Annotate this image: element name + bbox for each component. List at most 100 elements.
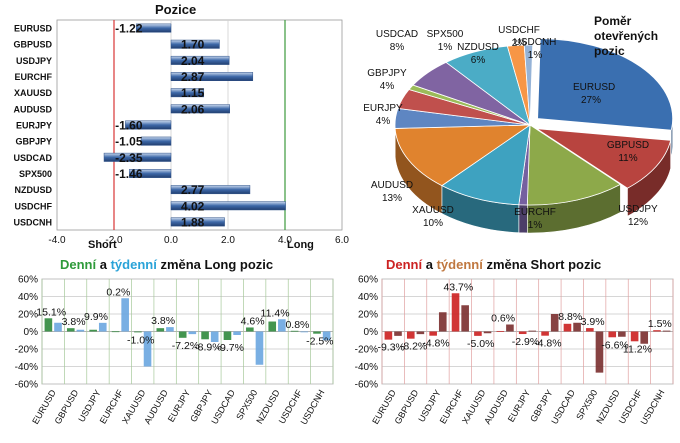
- positions-x-tick: -4.0: [48, 235, 66, 246]
- short-data-label: -6.6%: [601, 339, 628, 351]
- pie-title-line-3: pozic: [594, 44, 625, 58]
- short-weekly-bar-eurchf: [461, 305, 469, 332]
- pie-label-value: 13%: [382, 193, 402, 204]
- position-category-label: EURUSD: [14, 24, 53, 34]
- long-y-tick: -40%: [15, 362, 38, 373]
- short-weekly-bar-eurusd: [394, 331, 402, 336]
- short-weekly-bar-usdcad: [573, 322, 581, 332]
- long-daily-bar-audusd: [156, 328, 165, 332]
- short-daily-bar-spx500: [586, 328, 594, 332]
- position-value-label: -1.60: [115, 119, 143, 133]
- long-label: Long: [287, 239, 314, 251]
- short-change-chart: 60%40%20%0%-20%-40%-60%-9.3%EURUSD-8.2%G…: [355, 275, 674, 426]
- short-weekly-bar-xauusd: [483, 331, 492, 334]
- position-category-label: USDCHF: [15, 201, 53, 211]
- pie-title: Poměr otevřených pozic: [594, 14, 658, 59]
- long-daily-bar-gbpusd: [66, 328, 75, 332]
- long-weekly-bar-eurchf: [121, 298, 129, 332]
- positions-x-tick: 0.0: [164, 235, 178, 246]
- position-bar-nzdusd: [170, 185, 251, 195]
- long-data-label: 9.9%: [84, 311, 108, 323]
- pie-label-name: EURCHF: [514, 207, 556, 218]
- pie-label-name: AUDUSD: [371, 180, 413, 191]
- short-weekly-bar-usdcnh: [662, 330, 671, 332]
- long-weekly-bar-eurusd: [54, 322, 62, 332]
- pie-title-line-1: Poměr: [594, 14, 632, 28]
- long-title-part-4: změna Long pozic: [156, 257, 274, 272]
- pie-label-name: EURJPY: [363, 103, 403, 114]
- positions-title: Pozice: [155, 2, 197, 17]
- short-y-tick: 60%: [358, 275, 378, 286]
- pie-label-name: XAUUSD: [412, 205, 454, 216]
- pie-label-value: 4%: [376, 116, 391, 127]
- short-data-label: 3.9%: [581, 316, 605, 328]
- long-weekly-bar-audusd: [166, 327, 174, 332]
- long-data-label: 4.6%: [241, 315, 265, 327]
- long-data-label: -7.2%: [172, 340, 199, 352]
- position-category-label: EURCHF: [15, 72, 53, 82]
- long-weekly-bar-nzdusd: [278, 319, 286, 332]
- pie-label-value: 1%: [438, 42, 453, 53]
- long-weekly-bar-spx500: [255, 331, 264, 365]
- long-daily-bar-usdcad: [223, 331, 232, 340]
- short-data-label: 8.8%: [558, 311, 582, 323]
- position-bar-gbpusd: [170, 39, 220, 49]
- long-data-label: -1.0%: [127, 334, 154, 346]
- position-bar-spx500: [129, 169, 172, 178]
- short-data-label: 11.2%: [623, 343, 652, 355]
- pie-slice-gbpusd: [536, 128, 672, 189]
- position-value-label: 2.06: [181, 102, 205, 116]
- short-title-part-2: a: [422, 257, 437, 272]
- short-weekly-bar-usdjpy: [438, 312, 447, 332]
- positions-x-tick: 2.0: [221, 235, 235, 246]
- short-weekly-bar-gbpjpy: [550, 314, 559, 332]
- pie-label-value: 10%: [423, 218, 443, 229]
- long-weekly-bar-gbpusd: [76, 329, 85, 332]
- long-y-tick: 60%: [18, 275, 38, 286]
- position-bar-eurusd: [135, 23, 172, 33]
- pie-label-name: EURUSD: [573, 82, 615, 93]
- short-daily-bar-eurjpy: [518, 331, 527, 335]
- pie-label-name: USDCNH: [514, 37, 557, 48]
- long-weekly-bar-gbpjpy: [210, 331, 219, 342]
- short-y-tick: -60%: [355, 380, 378, 391]
- long-data-label: -2.5%: [306, 336, 333, 348]
- short-daily-bar-nzdusd: [608, 331, 617, 338]
- pie-label-name: GBPUSD: [607, 140, 649, 151]
- long-data-label: 3.8%: [151, 315, 175, 327]
- position-value-label: 1.70: [181, 38, 205, 52]
- long-title-part-1: Denní: [60, 257, 97, 272]
- pie-label-value: 2%: [512, 38, 527, 49]
- short-weekly-bar-eurjpy: [528, 330, 537, 332]
- open-positions-pie: EURUSD 27% GBPUSD 11% USDJPY 12% EURCHF 1% XAUUS…: [363, 25, 674, 234]
- long-daily-bar-usdchf: [290, 330, 299, 332]
- long-y-tick: 40%: [18, 292, 38, 303]
- position-value-label: 1.88: [181, 215, 205, 229]
- short-data-label: -5.0%: [467, 338, 494, 350]
- long-change-title: Denní a týdenní změna Long pozic: [60, 257, 273, 272]
- positions-chart: -4.0 -2.0 0.0 2.0 4.0 6.0 EURUSD -1.22 GBPUSD 1.7…: [13, 19, 349, 246]
- pie-label-name: SPX500: [427, 29, 464, 40]
- short-weekly-bar-nzdusd: [618, 331, 626, 337]
- short-weekly-bar-audusd: [506, 324, 514, 332]
- long-data-label: 3.8%: [62, 316, 86, 328]
- pie-slice-xauusd: [441, 124, 531, 206]
- short-daily-bar-eurchf: [451, 293, 460, 332]
- short-y-tick: 20%: [358, 310, 378, 321]
- short-title-part-4: změna Short pozic: [482, 257, 602, 272]
- short-weekly-bar-usdchf: [640, 331, 649, 344]
- positions-plot-area: [56, 19, 343, 231]
- short-y-tick: -20%: [355, 345, 378, 356]
- pie-label-value: 6%: [471, 55, 486, 66]
- short-y-tick: 40%: [358, 292, 378, 303]
- position-value-label: -1.46: [115, 167, 143, 181]
- long-daily-bar-gbpjpy: [201, 331, 209, 340]
- short-daily-bar-gbpusd: [406, 331, 415, 339]
- short-data-label: 43.7%: [443, 281, 473, 293]
- long-daily-bar-eurchf: [111, 331, 120, 333]
- long-data-label: 11.4%: [261, 307, 290, 319]
- pie-label-name: NZDUSD: [457, 42, 499, 53]
- long-daily-bar-eurusd: [44, 318, 53, 332]
- long-title-part-2: a: [96, 257, 111, 272]
- pie-title-line-2: otevřených: [594, 29, 659, 43]
